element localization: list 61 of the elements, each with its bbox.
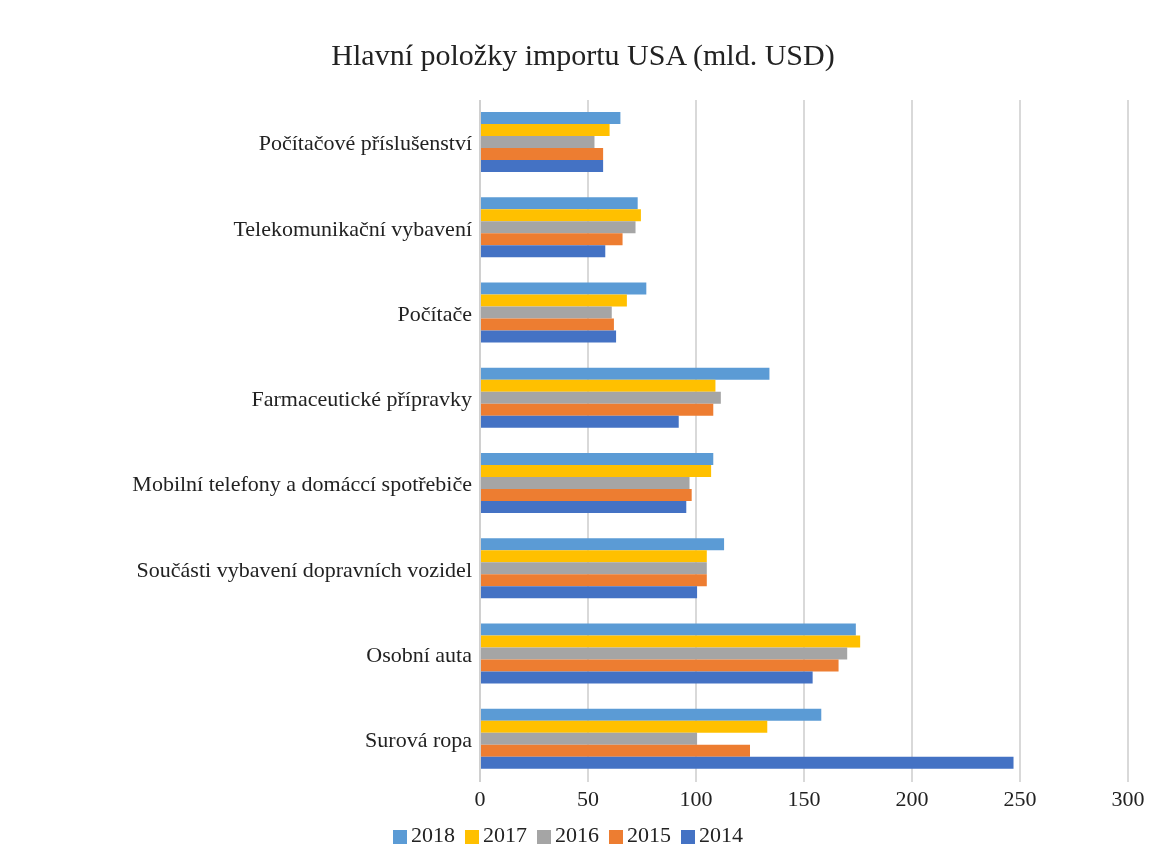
y-tick-label: Farmaceutické přípravky (251, 386, 472, 412)
x-tick-label: 150 (787, 785, 821, 811)
bar (480, 135, 595, 148)
bar (480, 367, 770, 380)
bar (480, 197, 638, 210)
bar (480, 562, 707, 575)
bar (480, 659, 839, 672)
y-tick-label: Mobilní telefony a domáccí spotřebiče (132, 471, 472, 497)
y-tick-label: Osobní auta (366, 641, 473, 667)
bar (480, 538, 725, 551)
bar (480, 282, 647, 295)
legend-label: 2016 (555, 822, 599, 847)
bar (480, 720, 768, 733)
bar (480, 550, 707, 563)
x-tick-label: 250 (1003, 785, 1037, 811)
bar (480, 623, 856, 636)
bar (480, 452, 714, 465)
bar (480, 586, 698, 599)
bar (480, 464, 712, 477)
bar (480, 415, 679, 428)
x-tick-label: 50 (577, 785, 599, 811)
x-tick-label: 300 (1111, 785, 1145, 811)
bar (480, 245, 606, 258)
legend-label: 2018 (411, 822, 455, 847)
bar (480, 391, 721, 404)
bar (480, 574, 707, 587)
bar (480, 500, 687, 513)
bar (480, 671, 813, 684)
y-tick-label: Počítače (397, 300, 472, 326)
legend-label: 2014 (699, 822, 743, 847)
y-tick-label: Počítačové příslušenství (258, 130, 472, 156)
y-tick-label: Telekomunikační vybavení (233, 215, 472, 241)
bar (480, 330, 617, 343)
bar (480, 318, 614, 331)
bar (480, 379, 716, 392)
x-tick-label: 200 (895, 785, 929, 811)
x-tick-label: 0 (474, 785, 486, 811)
y-tick-label: Surová ropa (365, 727, 473, 753)
bar (480, 209, 641, 222)
bar (480, 294, 627, 307)
bar (480, 233, 623, 246)
legend-label: 2015 (627, 822, 671, 847)
bar (480, 476, 690, 489)
bar (480, 403, 714, 416)
bar (480, 732, 698, 745)
bar (480, 647, 848, 660)
bar (480, 147, 604, 160)
bar (480, 744, 750, 757)
bar (480, 159, 604, 172)
bar (480, 111, 621, 124)
y-tick-label: Součásti vybavení dopravních vozidel (136, 556, 472, 582)
bar (480, 488, 692, 501)
legend-label: 2017 (483, 822, 527, 847)
bar (480, 123, 610, 136)
x-tick-label: 100 (679, 785, 713, 811)
bar (480, 221, 636, 234)
bar (480, 708, 822, 721)
bar (480, 635, 861, 648)
bar (480, 756, 1014, 769)
chart-title: Hlavní položky importu USA (mld. USD) (330, 37, 836, 73)
bar (480, 306, 612, 319)
